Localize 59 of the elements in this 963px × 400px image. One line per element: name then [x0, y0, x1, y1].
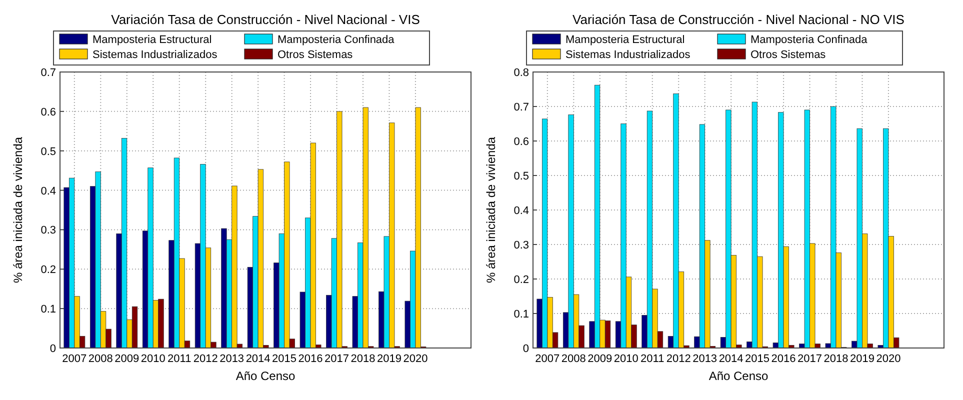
- x-tick-label: 2016: [298, 353, 323, 365]
- y-tick-label: 0.7: [40, 67, 56, 79]
- x-tick-label: 2007: [535, 353, 560, 365]
- y-tick-label: 0.7: [514, 102, 529, 114]
- y-tick-label: 0: [50, 343, 56, 355]
- x-tick-label: 2020: [403, 353, 428, 365]
- legend-label: Mamposteria Confinada: [278, 34, 396, 46]
- x-tick-label: 2012: [666, 353, 691, 365]
- x-tick-label: 2011: [168, 353, 192, 365]
- x-tick-label: 2020: [876, 353, 901, 365]
- legend-label: Sistemas Industrializados: [566, 49, 691, 61]
- y-tick-label: 0.6: [40, 106, 56, 118]
- x-tick-label: 2015: [745, 353, 770, 365]
- x-tick-label: 2008: [88, 353, 113, 365]
- chart-title: Variación Tasa de Construcción - Nivel Nacional - NO VIS: [572, 12, 905, 27]
- y-tick-label: 0.3: [514, 240, 529, 252]
- x-tick-label: 2014: [718, 353, 744, 365]
- y-tick-label: 0.1: [40, 304, 56, 316]
- y-tick-label: 0.4: [40, 185, 56, 198]
- x-tick-label: 2018: [824, 353, 848, 365]
- x-axis-title: Año Censo: [236, 369, 296, 383]
- y-tick-label: 0.2: [40, 264, 56, 276]
- y-tick-label: 0.1: [514, 308, 529, 320]
- legend-label: Mamposteria Estructural: [92, 34, 212, 46]
- y-tick-label: 0.5: [514, 170, 529, 182]
- legend-label: Otros Sistemas: [750, 49, 826, 61]
- x-tick-label: 2018: [350, 353, 376, 365]
- x-tick-label: 2010: [140, 353, 166, 365]
- x-tick-label: 2016: [771, 353, 796, 365]
- x-axis-title: Año Censo: [708, 369, 769, 383]
- x-tick-label: 2008: [561, 353, 586, 365]
- x-tick-label: 2015: [272, 353, 297, 365]
- y-tick-label: 0.2: [514, 274, 529, 286]
- x-tick-label: 2011: [640, 353, 664, 365]
- x-tick-label: 2012: [193, 353, 218, 365]
- x-tick-label: 2009: [588, 353, 612, 365]
- x-tick-label: 2014: [246, 353, 270, 365]
- x-tick-label: 2013: [220, 353, 244, 365]
- x-tick-label: 2009: [114, 353, 140, 365]
- x-tick-label: 2019: [376, 353, 402, 365]
- y-tick-label: 0: [522, 343, 529, 355]
- legend-label: Sistemas Industrializados: [92, 49, 218, 61]
- legend-label: Mamposteria Estructural: [566, 34, 685, 46]
- y-axis-title: % área iniciada de vivienda: [11, 136, 25, 284]
- x-tick-label: 2017: [324, 353, 350, 365]
- chart-title: Variación Tasa de Construcción - Nivel Nacional - VIS: [111, 12, 420, 27]
- y-tick-label: 0.3: [40, 224, 56, 237]
- y-axis-title: % área iniciada de vivienda: [484, 136, 498, 284]
- x-tick-label: 2007: [62, 353, 87, 365]
- y-tick-label: 0.4: [514, 205, 529, 217]
- x-tick-label: 2019: [850, 353, 874, 365]
- y-tick-label: 0.8: [514, 67, 529, 79]
- x-tick-label: 2010: [614, 353, 638, 365]
- legend-label: Mamposteria Confinada: [750, 34, 868, 46]
- y-tick-label: 0.5: [40, 146, 56, 158]
- y-tick-label: 0.6: [514, 136, 529, 148]
- x-tick-label: 2013: [692, 353, 718, 365]
- legend-label: Otros Sistemas: [278, 49, 354, 61]
- x-tick-label: 2017: [798, 353, 822, 365]
